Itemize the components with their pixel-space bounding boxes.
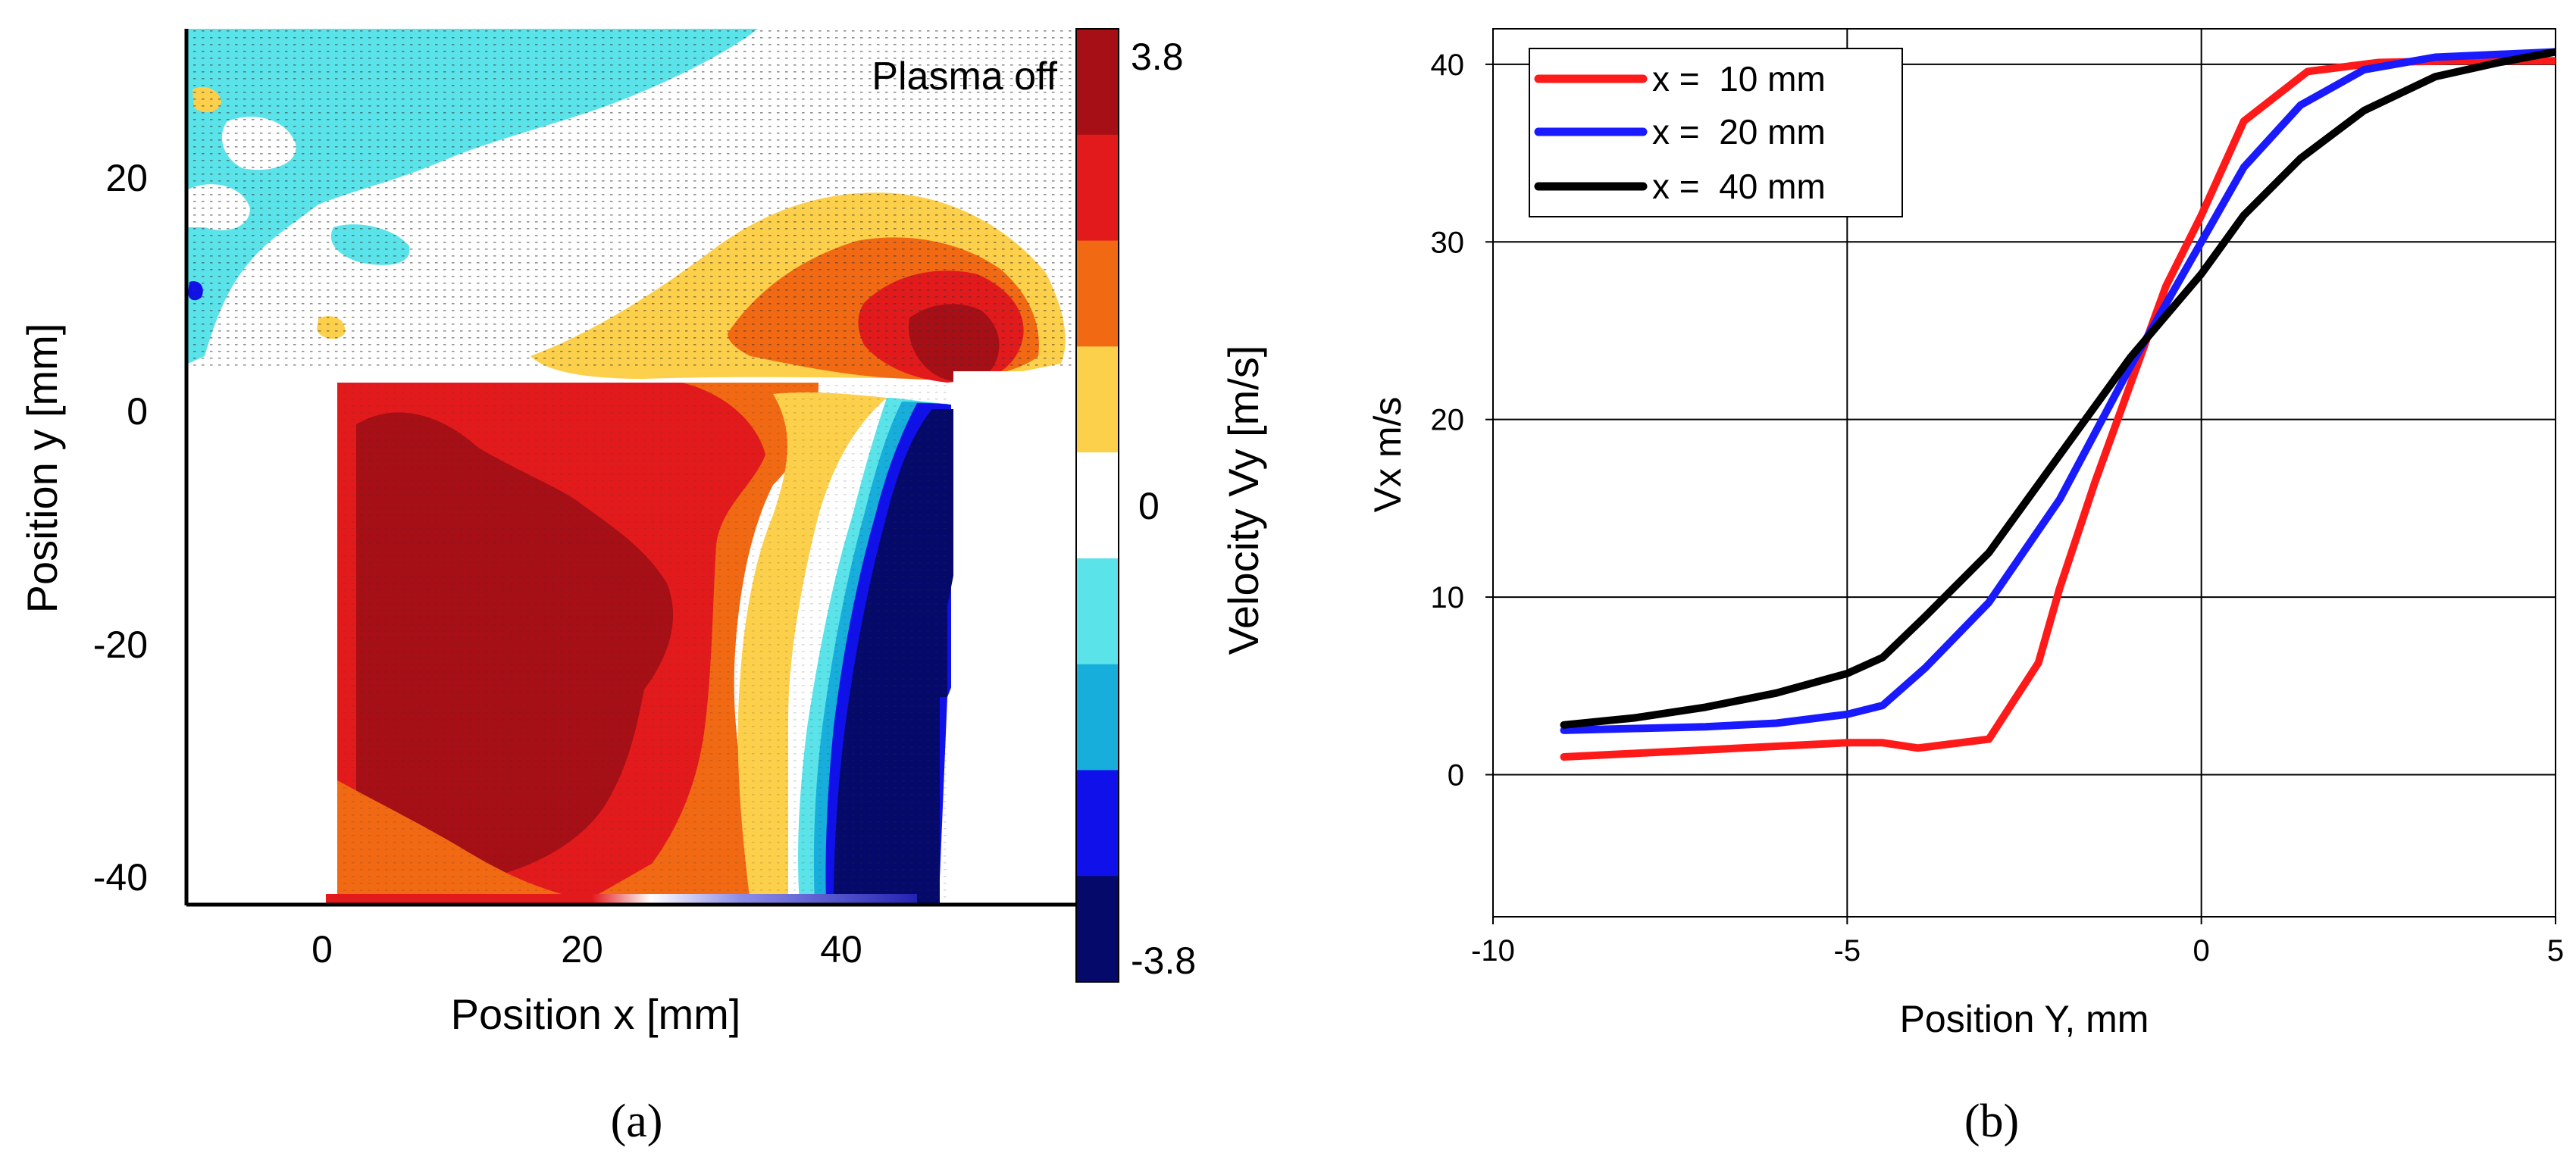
x-tick-label: 0 [311, 928, 333, 971]
x-tick-label: -10 [1471, 934, 1515, 968]
y-tick-label: 40 [1431, 48, 1465, 82]
y-tick-label: 20 [1431, 404, 1465, 437]
plasma-status-annotation: Plasma off [872, 55, 1057, 98]
y-tick-label: 0 [127, 390, 148, 433]
legend-label-series-1: x = 10 mm [1652, 59, 1826, 98]
masked-no-data-region [940, 371, 1073, 903]
y-tick-label: 30 [1431, 226, 1465, 259]
x-tick-label: -5 [1834, 934, 1861, 968]
x-axis-title: Position x [mm] [451, 990, 741, 1038]
vector-field-texture [337, 383, 951, 898]
colorbar-level [1076, 240, 1119, 347]
panel-a-label: (a) [611, 1096, 663, 1147]
y-axis-title: Position y [mm] [18, 324, 66, 614]
y-tick-label: 0 [1448, 758, 1464, 792]
colorbar-level [1076, 770, 1119, 877]
colorbar-max-label: 3.8 [1131, 36, 1184, 78]
colorbar-zero-label: 0 [1138, 485, 1160, 527]
series-lines [1560, 48, 2556, 761]
series-line-3 [1560, 48, 2556, 729]
y-tick-label: -40 [93, 856, 148, 899]
colorbar-level [1076, 664, 1119, 771]
y-tick-label: -20 [93, 624, 148, 666]
panel-b-label: (b) [1964, 1096, 2019, 1147]
vector-field-texture [188, 29, 1073, 370]
x-axis-title: Position Y, mm [1900, 998, 2149, 1040]
series-line-1 [1560, 57, 2556, 761]
y-tick-label: 10 [1431, 581, 1465, 614]
legend-label-series-2: x = 20 mm [1652, 112, 1826, 152]
y-axis-title: Vx m/s [1366, 397, 1409, 513]
x-tick-labels: -10 -5 0 5 [1471, 917, 2564, 968]
colorbar-level [1076, 452, 1119, 559]
colorbar-level [1076, 346, 1119, 453]
colorbar: 3.8 0 -3.8 Velocity Vy [m/s] [1075, 28, 1267, 983]
colorbar-min-label: -3.8 [1131, 939, 1196, 982]
colorbar-title: Velocity Vy [m/s] [1219, 345, 1267, 655]
colorbar-frame [1075, 28, 1119, 983]
colorbar-level [1076, 134, 1119, 242]
x-tick-label: 40 [820, 928, 862, 971]
x-tick-label: 20 [561, 928, 603, 971]
colorbar-level [1076, 29, 1119, 136]
panel-a-contour-plot: 0 20 40 20 0 -20 -40 Position x [mm] Pos… [18, 28, 1267, 1147]
colorbar-level [1076, 876, 1119, 983]
legend: x = 10 mm x = 20 mm x = 40 mm [1529, 48, 1903, 217]
masked-no-data-region [188, 370, 333, 903]
velocity-contour-field [188, 29, 1073, 903]
legend-label-series-3: x = 40 mm [1652, 167, 1826, 206]
series-line-2 [1560, 48, 2556, 734]
colorbar-level [1076, 558, 1119, 665]
y-tick-label: 20 [105, 157, 148, 199]
y-tick-labels: 0 10 20 30 40 [1431, 48, 1493, 792]
x-tick-label: 0 [2193, 934, 2210, 968]
bottom-edge-strip [326, 894, 917, 903]
x-tick-label: 5 [2547, 934, 2564, 968]
